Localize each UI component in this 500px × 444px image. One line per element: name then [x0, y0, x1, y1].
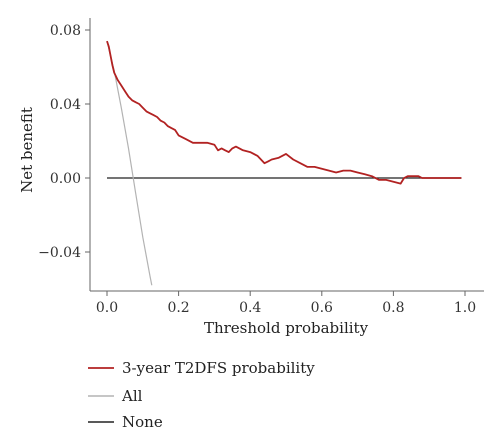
x-tick-label: 0.6 — [311, 300, 333, 316]
plot-lines — [106, 40, 462, 286]
y-axis-title: Net benefit — [18, 107, 36, 193]
x-tick-label: 0.2 — [167, 300, 189, 316]
legend: 3-year T2DFS probability All None — [88, 359, 315, 431]
series-line-3-year-t2dfs-probability — [106, 40, 462, 185]
y-tick-label: −0.04 — [38, 245, 81, 261]
legend-label: All — [121, 387, 143, 405]
legend-label: 3-year T2DFS probability — [122, 359, 315, 377]
y-tick-label: 0.00 — [50, 171, 81, 187]
x-axis-title: Threshold probability — [204, 319, 369, 337]
x-tick-label: 0.8 — [382, 300, 404, 316]
x-tick-label: 0.0 — [96, 300, 118, 316]
series-line-all — [106, 40, 153, 286]
x-tick-label: 0.4 — [239, 300, 261, 316]
tick-labels: 0.08 0.04 0.00 −0.04 0.0 0.2 0.4 0.6 0.8 1.0 — [38, 23, 476, 316]
y-tick-label: 0.04 — [50, 97, 81, 113]
axes — [85, 18, 484, 296]
legend-label: None — [122, 413, 163, 431]
x-tick-label: 1.0 — [454, 300, 476, 316]
y-tick-label: 0.08 — [50, 23, 81, 39]
